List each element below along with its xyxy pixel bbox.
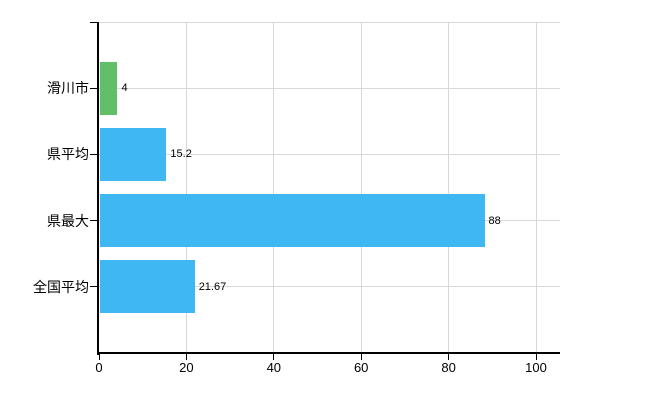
x-axis-tick-label: 100: [525, 360, 547, 375]
category-label: 県最大: [47, 212, 89, 229]
v-gridline: [448, 22, 450, 353]
bar-4: [100, 260, 195, 314]
category-label: 県平均: [47, 146, 89, 163]
y-axis-line: [97, 22, 99, 355]
v-gridline: [535, 22, 537, 353]
h-gridline: [99, 153, 560, 155]
category-label: 滑川市: [47, 80, 89, 97]
x-axis-line: [97, 352, 560, 354]
bar-3: [100, 194, 485, 248]
value-label: 21.67: [198, 280, 227, 293]
value-label: 15.2: [170, 148, 192, 161]
x-axis-tick: [273, 354, 275, 360]
x-axis-tick: [535, 354, 537, 360]
bar-2: [100, 127, 167, 181]
x-axis-tick: [360, 354, 362, 360]
y-axis-tick: [90, 286, 97, 288]
value-label: 88: [488, 214, 501, 227]
y-axis-tick: [90, 21, 97, 23]
x-axis-tick-label: 60: [353, 360, 369, 375]
x-axis-tick-label: 20: [179, 360, 194, 375]
h-gridline: [99, 87, 560, 89]
v-gridline: [185, 22, 187, 353]
x-axis-tick-label: 80: [441, 360, 456, 375]
y-axis-tick: [90, 87, 97, 89]
category-label: 全国平均: [33, 278, 89, 295]
x-axis-tick-label: 0: [95, 360, 103, 375]
h-gridline: [99, 286, 560, 288]
v-gridline: [273, 22, 275, 353]
y-axis-tick: [90, 220, 97, 222]
x-axis-tick: [185, 354, 187, 360]
x-axis-tick: [98, 354, 100, 360]
bar-1: [100, 61, 118, 115]
h-gridline: [99, 21, 560, 23]
v-gridline: [360, 22, 362, 353]
x-axis-tick-label: 40: [266, 360, 282, 375]
y-axis-tick: [90, 153, 97, 155]
value-label: 4: [121, 82, 128, 95]
x-axis-tick: [448, 354, 450, 360]
